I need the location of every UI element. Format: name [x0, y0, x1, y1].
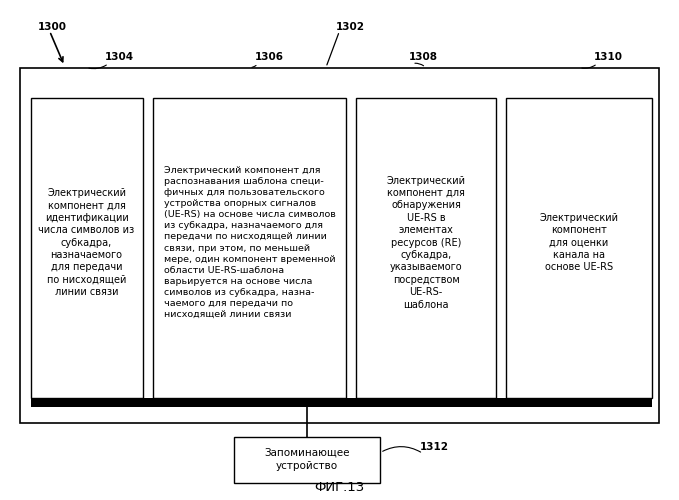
- Bar: [31, 398, 652, 406]
- Text: 1306: 1306: [255, 52, 284, 62]
- Bar: [234, 436, 380, 482]
- Text: 1304: 1304: [105, 52, 134, 62]
- Text: 1308: 1308: [409, 52, 438, 62]
- Text: Электрический
компонент для
идентификации
числа символов из
субкадра,
назначаемо: Электрический компонент для идентификаци…: [39, 188, 134, 297]
- Text: ФИГ.13: ФИГ.13: [314, 481, 365, 494]
- Text: 1310: 1310: [594, 52, 623, 62]
- Text: Электрический
компонент для
обнаружения
UE-RS в
элементах
ресурсов (RE)
субкадра: Электрический компонент для обнаружения …: [386, 176, 466, 310]
- Text: 1312: 1312: [420, 442, 449, 452]
- Text: 1302: 1302: [336, 22, 365, 32]
- Bar: [506, 98, 652, 398]
- Text: Запоминающее
устройство: Запоминающее устройство: [265, 448, 350, 471]
- Bar: [20, 68, 659, 422]
- Text: 1300: 1300: [37, 22, 67, 32]
- Bar: [153, 98, 346, 398]
- Text: Электрический компонент для
распознавания шаблона специ-
фичных для пользователь: Электрический компонент для распознавани…: [164, 166, 335, 319]
- Bar: [31, 98, 143, 398]
- Bar: [356, 98, 496, 398]
- Text: Электрический
компонент
для оценки
канала на
основе UE-RS: Электрический компонент для оценки канал…: [539, 212, 619, 272]
